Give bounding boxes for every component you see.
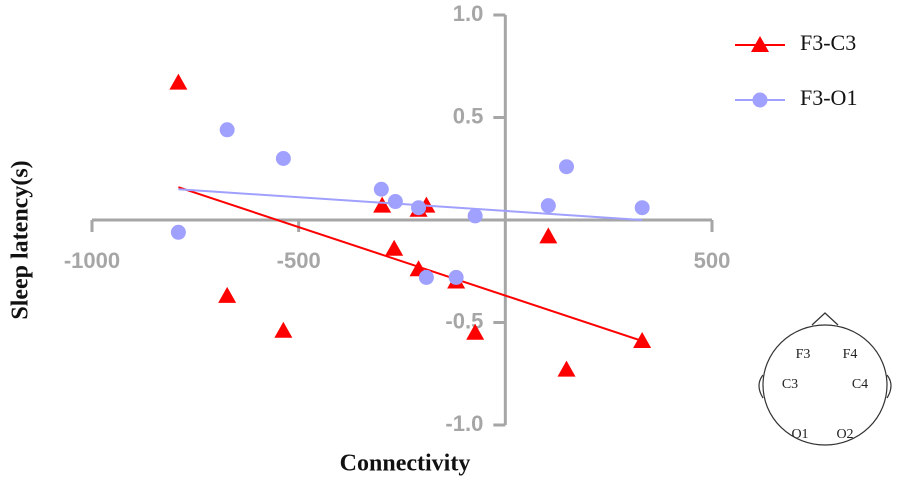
point <box>634 200 650 216</box>
point <box>387 194 403 210</box>
point <box>373 181 389 197</box>
point <box>467 208 483 224</box>
point <box>633 331 652 348</box>
y-tick-label: 0.5 <box>453 103 484 128</box>
point <box>559 159 575 175</box>
point <box>219 122 235 138</box>
legend-marker <box>752 92 768 108</box>
point <box>218 286 237 303</box>
point <box>540 198 556 214</box>
electrode-label: C4 <box>852 377 868 392</box>
legend-label: F3-C3 <box>800 30 856 55</box>
point <box>170 224 186 240</box>
electrode-label: F3 <box>796 347 811 362</box>
x-tick-label: -1000 <box>64 248 120 273</box>
x-axis-title: Connectivity <box>340 451 471 477</box>
fit-line <box>178 186 643 342</box>
electrode-label: O1 <box>791 427 808 442</box>
x-tick-label: 500 <box>694 248 731 273</box>
point <box>385 239 404 256</box>
point <box>169 73 188 90</box>
electrode-label: C3 <box>782 377 798 392</box>
electrode-label: F4 <box>843 347 858 362</box>
point <box>411 200 427 216</box>
head-diagram <box>758 312 892 446</box>
y-axis-title: Sleep latency(s) <box>8 160 34 319</box>
point <box>275 151 291 166</box>
electrode-label: O2 <box>836 427 853 442</box>
point <box>274 321 293 338</box>
point <box>539 227 558 244</box>
y-tick-label: -1.0 <box>445 411 483 436</box>
fit-line <box>178 188 643 221</box>
y-tick-label: 1.0 <box>453 1 484 26</box>
legend-label: F3-O1 <box>800 85 857 110</box>
point <box>557 360 576 377</box>
point <box>373 196 392 213</box>
point <box>466 323 485 340</box>
legend-marker <box>751 36 769 52</box>
x-tick-label: -500 <box>277 248 321 273</box>
point <box>448 269 464 285</box>
point <box>418 269 434 285</box>
